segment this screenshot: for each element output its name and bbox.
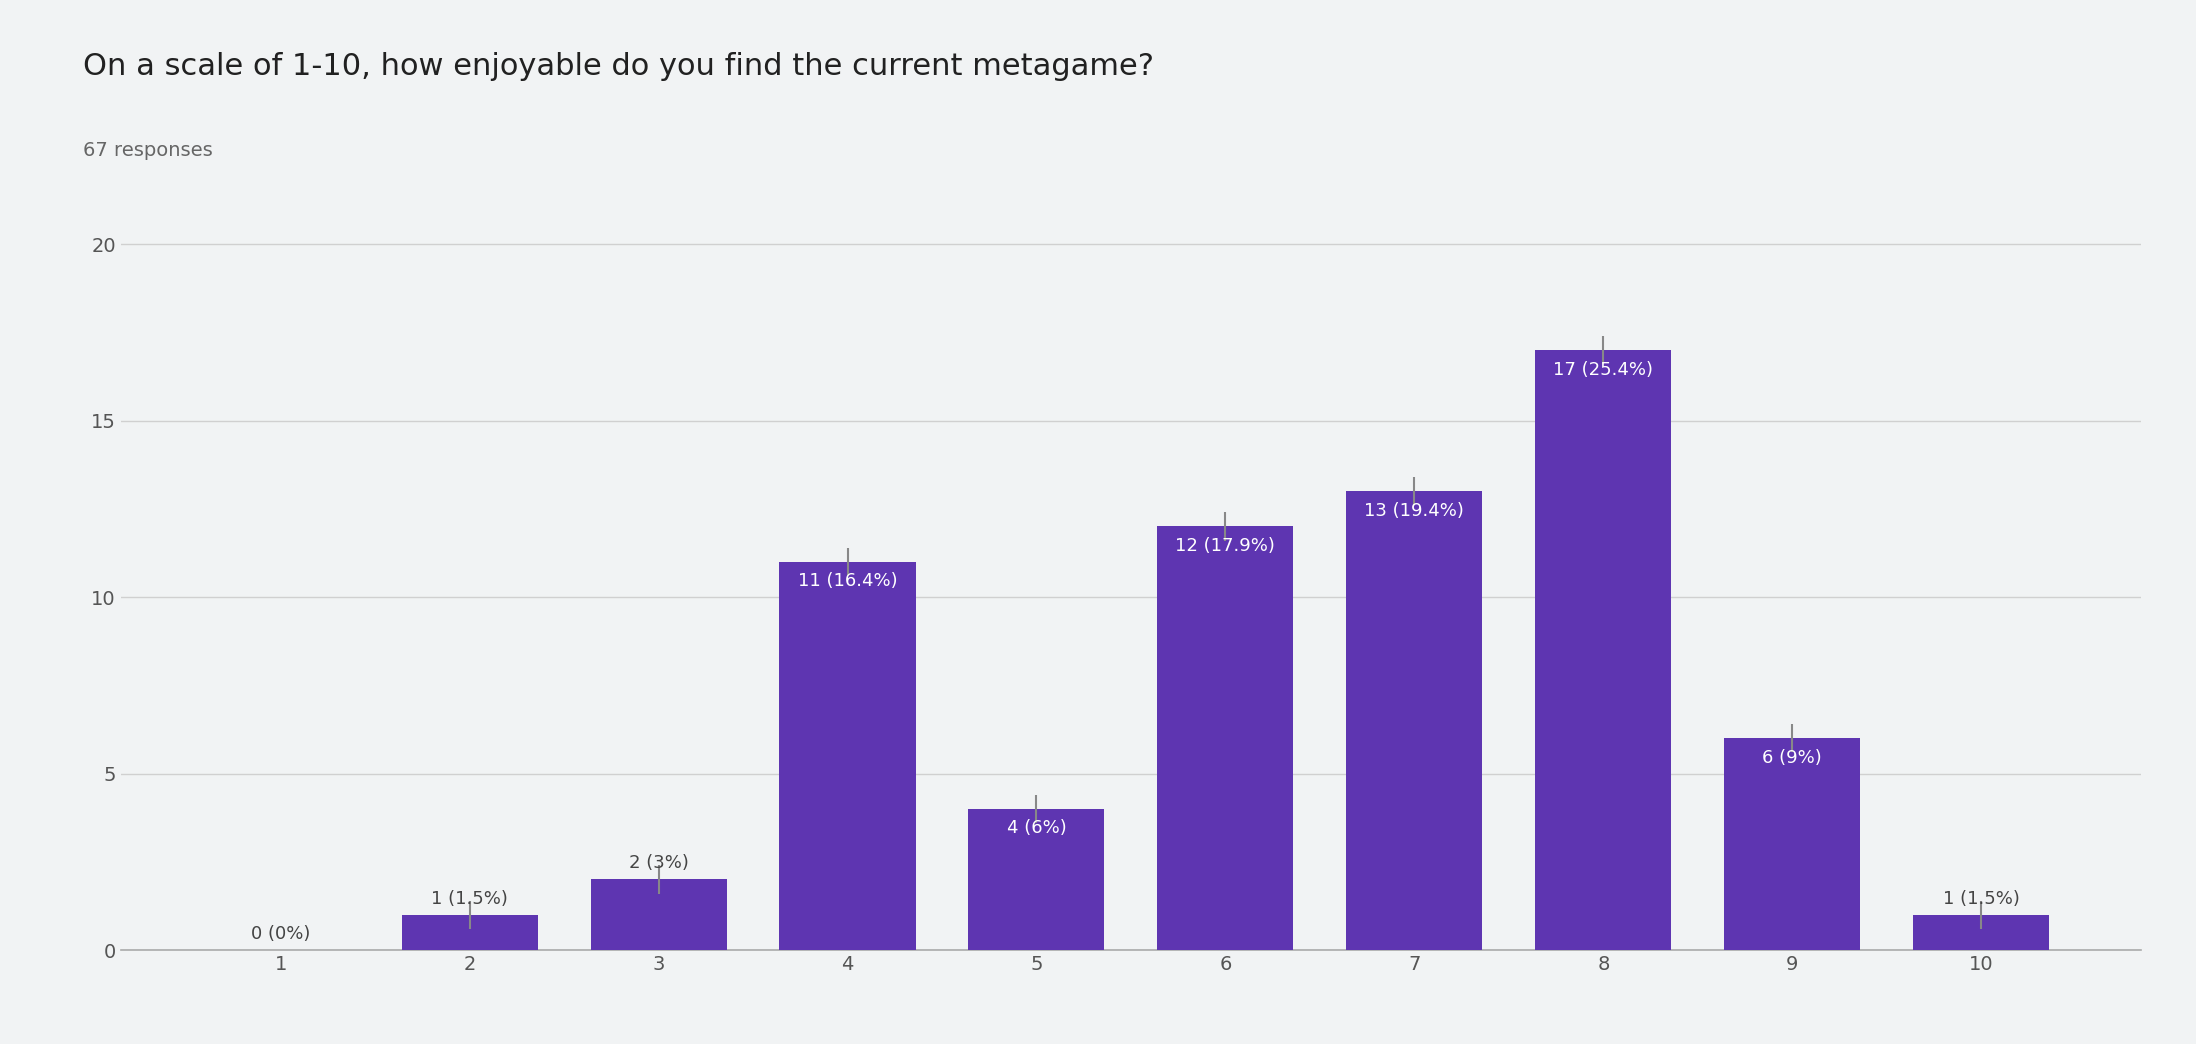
Bar <box>591 879 727 950</box>
Bar <box>1346 491 1482 950</box>
Text: 2 (3%): 2 (3%) <box>628 854 690 873</box>
Text: 17 (25.4%): 17 (25.4%) <box>1553 360 1654 379</box>
Text: 11 (16.4%): 11 (16.4%) <box>797 572 898 590</box>
Text: 13 (19.4%): 13 (19.4%) <box>1364 502 1465 520</box>
Text: 1 (1.5%): 1 (1.5%) <box>1943 889 2020 907</box>
Text: On a scale of 1-10, how enjoyable do you find the current metagame?: On a scale of 1-10, how enjoyable do you… <box>83 52 1155 81</box>
Bar <box>1157 526 1293 950</box>
Text: 0 (0%): 0 (0%) <box>250 925 310 943</box>
Text: 1 (1.5%): 1 (1.5%) <box>430 889 507 907</box>
Bar <box>780 562 916 950</box>
Text: 67 responses: 67 responses <box>83 141 213 160</box>
Bar <box>1913 915 2049 950</box>
Text: 4 (6%): 4 (6%) <box>1006 820 1067 837</box>
Text: 6 (9%): 6 (9%) <box>1763 749 1823 767</box>
Bar <box>1535 350 1671 950</box>
Bar <box>968 809 1105 950</box>
Bar <box>1724 738 1860 950</box>
Text: 12 (17.9%): 12 (17.9%) <box>1175 537 1276 555</box>
Bar <box>402 915 538 950</box>
